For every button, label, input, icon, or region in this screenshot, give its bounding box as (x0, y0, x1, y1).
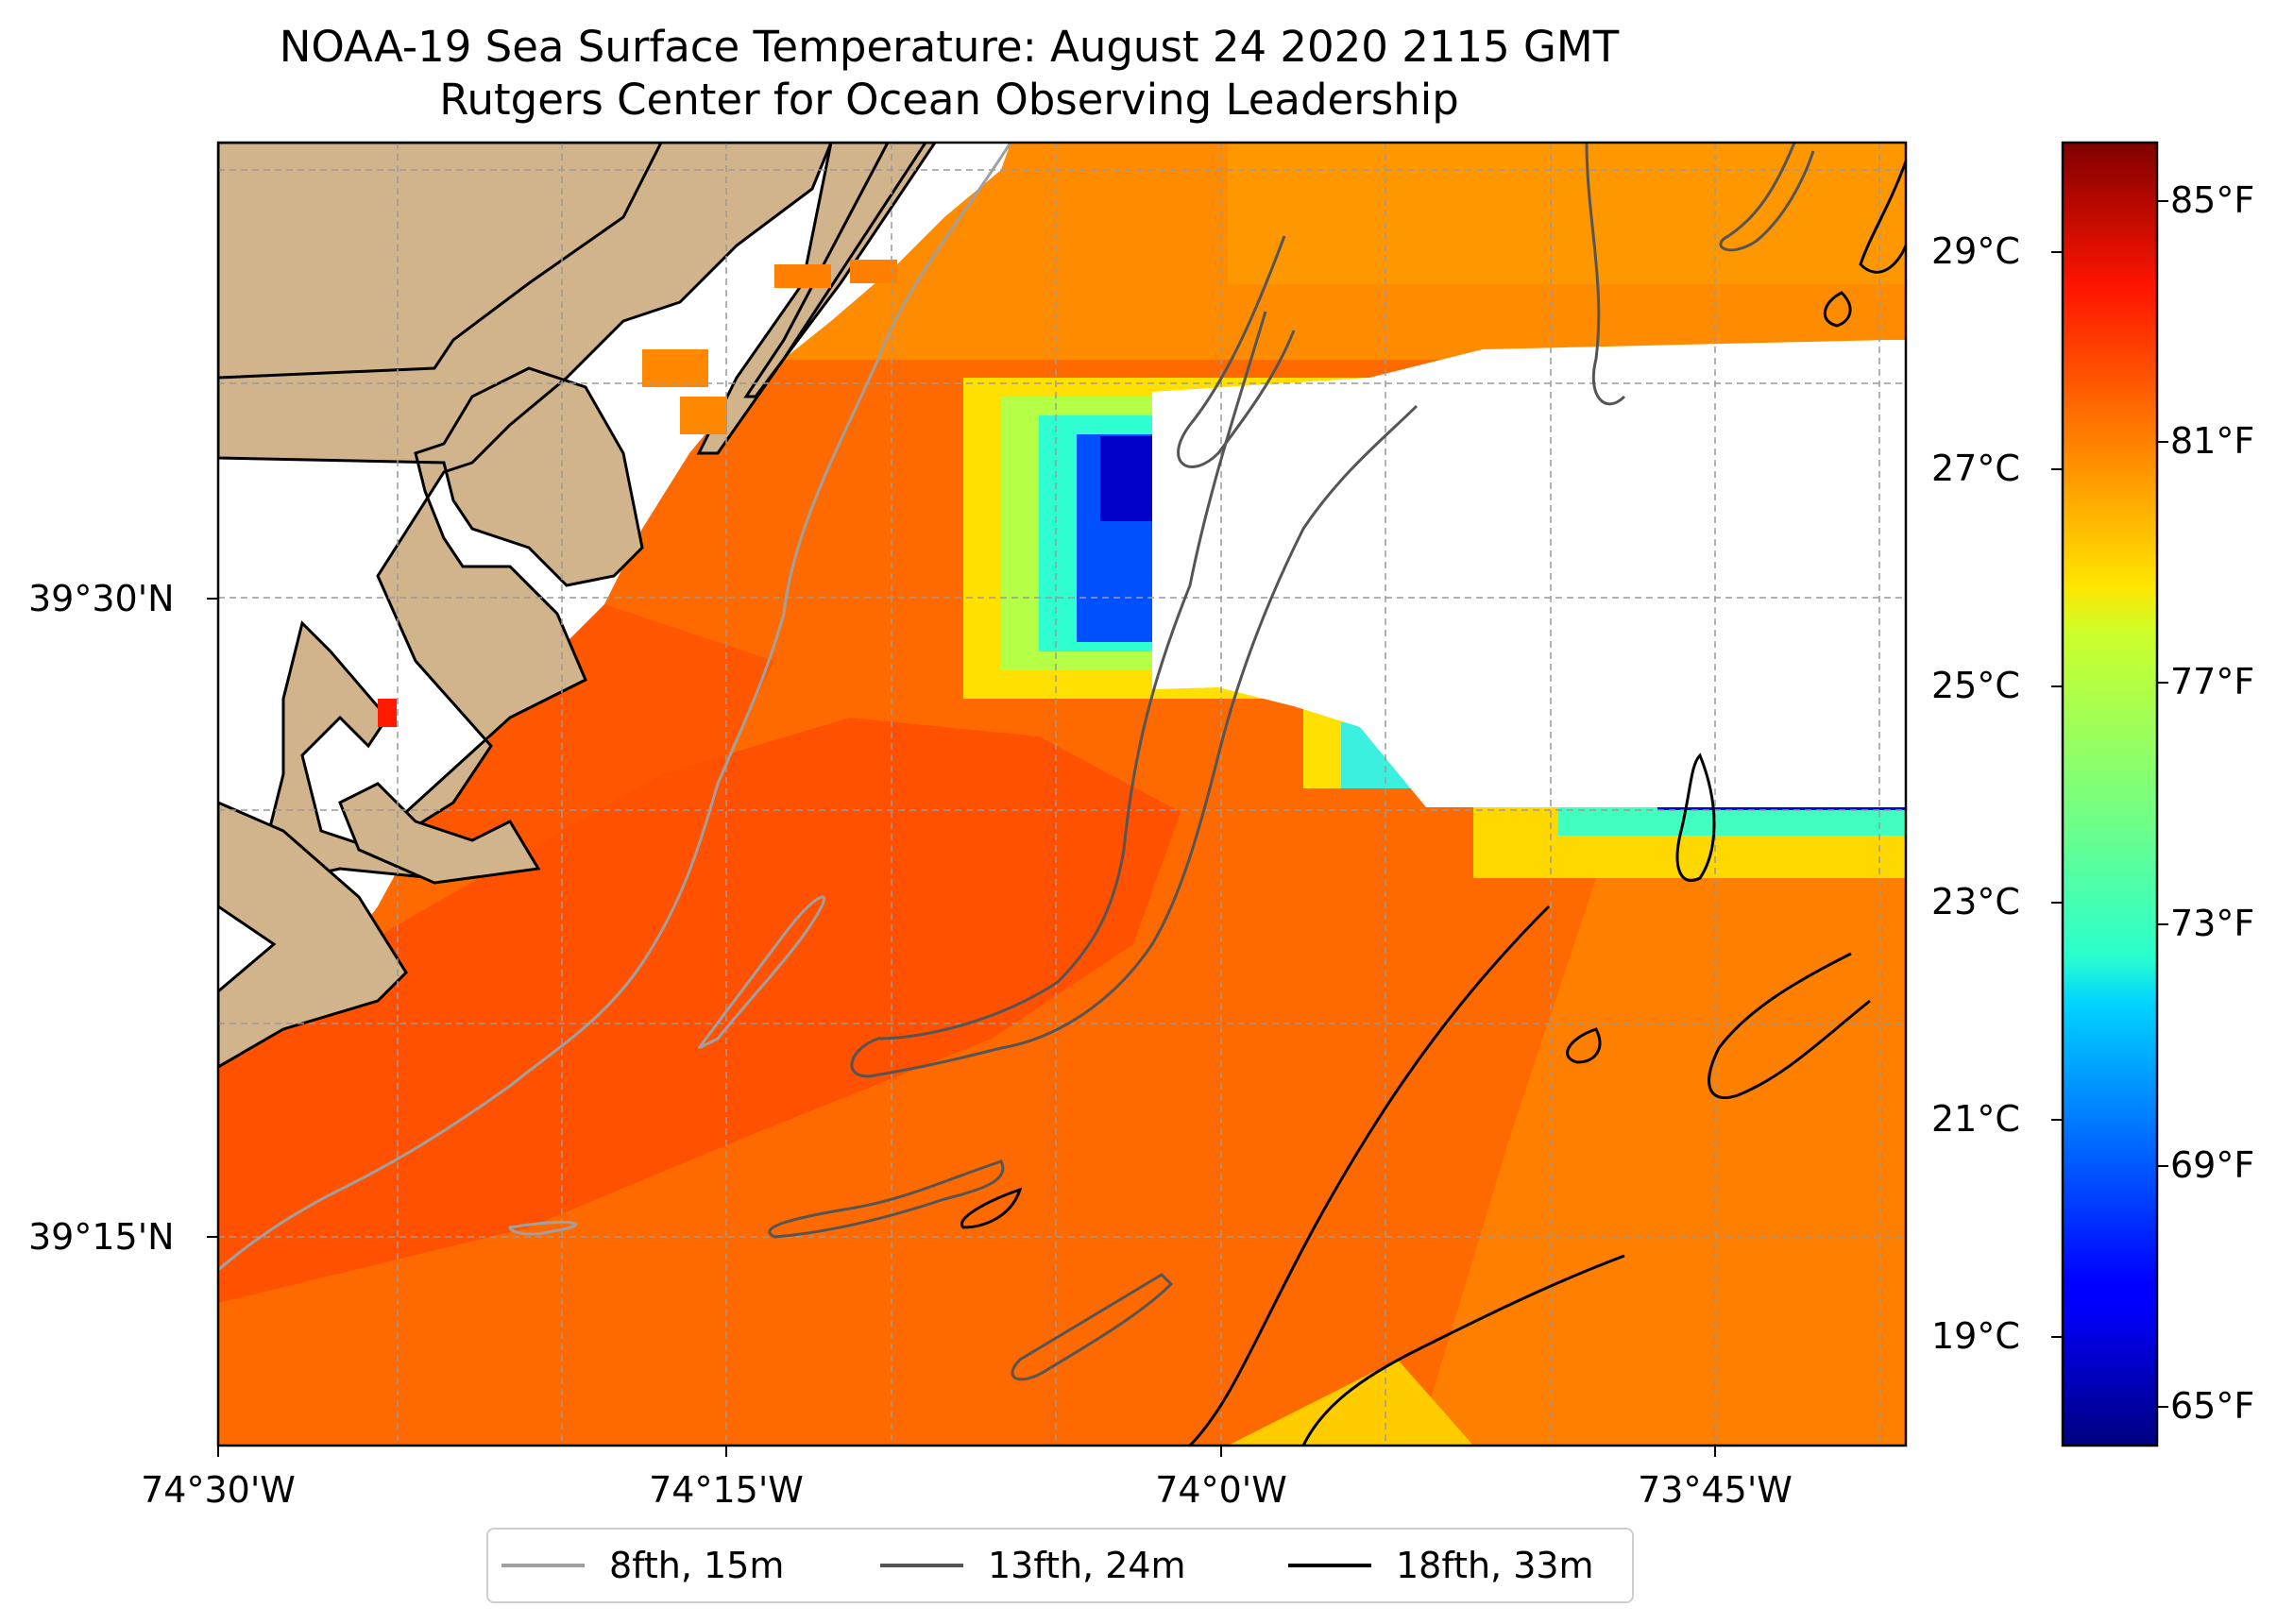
colorbar-celsius-label: 21°C (1931, 1098, 2020, 1140)
isobath-24m (768, 143, 1815, 1381)
legend-line (1288, 1564, 1371, 1567)
land-spit (338, 782, 541, 885)
legend-item-33m: 18fth, 33m (1288, 1530, 1594, 1601)
land-southwest (218, 801, 408, 1069)
warm-top (1228, 143, 1906, 284)
coastal-pixel (378, 699, 397, 727)
colorbar-fahrenheit-label: 69°F (2170, 1144, 2255, 1186)
lon-tick-label: 74°30'W (141, 1469, 296, 1511)
legend-label: 18fth, 33m (1396, 1545, 1594, 1586)
lon-tick-label: 74°15'W (649, 1469, 804, 1511)
lon-tick-label: 73°45'W (1638, 1469, 1793, 1511)
lon-tick-label: 74°0'W (1155, 1469, 1287, 1511)
legend-line (880, 1564, 963, 1567)
colorbar-celsius-label: 29°C (1931, 230, 2020, 272)
colorbar-ticks (2051, 200, 2168, 1408)
figure-title: NOAA-19 Sea Surface Temperature: August … (279, 22, 1620, 72)
colorbar-fahrenheit-label: 77°F (2170, 661, 2255, 702)
warm-band (378, 604, 774, 850)
land-barrier-north (743, 143, 927, 398)
warm-band (218, 718, 1181, 1303)
legend-item-15m: 8fth, 15m (501, 1530, 784, 1601)
coastal-pixel (680, 397, 727, 434)
colorbar-celsius-label: 23°C (1931, 881, 2020, 922)
legend-label: 13fth, 24m (988, 1545, 1186, 1586)
contour-legend: 8fth, 15m 13fth, 24m 18fth, 33m (486, 1528, 1634, 1603)
lat-tick-label: 39°30'N (28, 578, 175, 619)
land-barrier-island (218, 143, 663, 380)
coastal-pixel (850, 260, 897, 283)
colorbar-celsius-label: 25°C (1931, 665, 2020, 706)
colorbar-fahrenheit-label: 85°F (2170, 179, 2255, 221)
figure-subtitle: Rutgers Center for Ocean Observing Leade… (439, 75, 1459, 125)
colorbar (2061, 141, 2159, 1447)
isobath-15m (218, 143, 1012, 1272)
colorbar-celsius-label: 27°C (1931, 448, 2020, 489)
colorbar-fahrenheit-label: 81°F (2170, 420, 2255, 462)
lat-tick-label: 39°15'N (28, 1216, 175, 1258)
coastal-pixel (774, 264, 831, 288)
gridlines (218, 143, 1906, 1446)
map-frame (216, 141, 1908, 1447)
axis-ticks (207, 598, 1716, 1457)
map-area (218, 143, 1906, 1446)
yellow-edge (1228, 1360, 1473, 1446)
legend-item-24m: 13fth, 24m (880, 1530, 1186, 1601)
isobath-33m (960, 161, 1906, 1446)
colorbar-fahrenheit-label: 65°F (2170, 1385, 2255, 1427)
legend-label: 8fth, 15m (609, 1545, 785, 1586)
colorbar-celsius-label: 19°C (1931, 1315, 2020, 1357)
cloud-mask (1152, 340, 1906, 807)
coastal-pixel (642, 349, 708, 387)
legend-line (501, 1564, 585, 1567)
cold-strip-cyan (1558, 807, 1906, 836)
colorbar-fahrenheit-label: 73°F (2170, 903, 2255, 944)
